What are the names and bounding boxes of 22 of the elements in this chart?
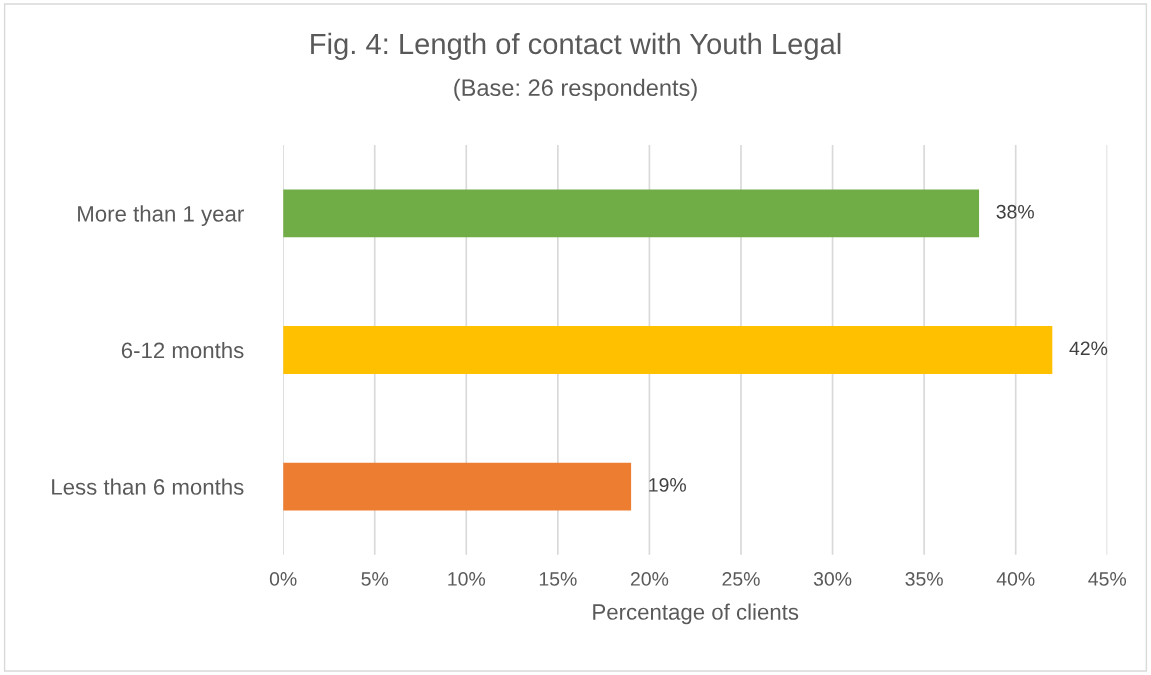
y-tick-label: 6-12 months (121, 341, 244, 359)
bar (283, 326, 1053, 374)
x-tick-label: 25% (722, 572, 760, 586)
x-tick-label: 30% (813, 572, 852, 586)
x-tick-label: 5% (361, 572, 389, 586)
x-tick-label: 35% (905, 572, 943, 586)
y-tick-label: Less than 6 months (52, 478, 244, 495)
x-tick-label: 10% (448, 572, 486, 586)
x-tick-label: 0% (269, 572, 297, 586)
x-axis-title: Percentage of clients (593, 603, 799, 625)
chart-subtitle: (Base: 26 respondents) (454, 78, 697, 101)
bar (283, 462, 632, 511)
x-tick-label: 45% (1088, 572, 1127, 586)
x-tick-label: 20% (630, 572, 669, 586)
y-tick-label: More than 1 year (78, 205, 244, 227)
x-tick-label: 40% (996, 572, 1035, 586)
chart-title: Fig. 4: Length of contact with Youth Legal (311, 32, 841, 61)
x-tick-label: 15% (539, 572, 577, 586)
data-label: 38% (996, 204, 1034, 219)
data-label: 42% (1069, 341, 1108, 356)
data-label: 19% (649, 478, 686, 492)
bar (283, 189, 980, 238)
